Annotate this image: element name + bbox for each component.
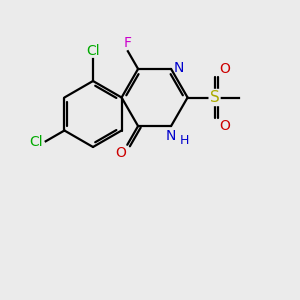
Text: Cl: Cl [86,44,100,58]
Text: Cl: Cl [29,135,43,149]
Text: N: N [166,129,176,143]
Text: N: N [174,61,184,75]
Text: O: O [115,146,126,160]
Text: F: F [124,36,132,50]
Text: O: O [219,62,230,76]
Text: H: H [179,134,189,148]
Text: O: O [219,119,230,133]
Text: S: S [210,90,220,105]
